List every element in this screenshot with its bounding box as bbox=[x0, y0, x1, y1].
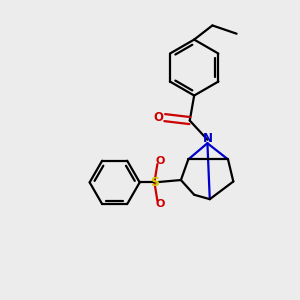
Text: N: N bbox=[202, 132, 212, 145]
Text: O: O bbox=[156, 199, 165, 209]
Text: S: S bbox=[150, 176, 159, 189]
Text: O: O bbox=[153, 111, 163, 124]
Text: O: O bbox=[156, 156, 165, 166]
